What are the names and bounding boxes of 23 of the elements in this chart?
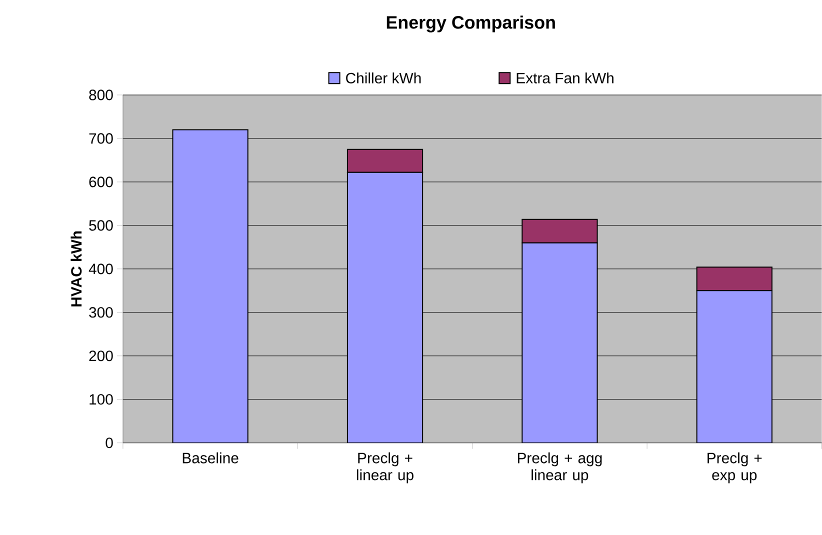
x-tick-label: Preclg + agg linear up bbox=[518, 452, 602, 484]
y-tick-label: 100 bbox=[90, 394, 113, 405]
legend-label: Extra Fan kWh bbox=[516, 72, 614, 84]
bar bbox=[172, 129, 248, 443]
y-tick-label: 0 bbox=[106, 438, 113, 448]
y-tick-label: 500 bbox=[89, 220, 113, 231]
chart-title: Energy Comparison bbox=[386, 16, 555, 32]
y-tick-label: 700 bbox=[89, 133, 113, 144]
bar bbox=[346, 172, 424, 443]
y-axis-title: HVAC kWh bbox=[70, 231, 82, 306]
bar bbox=[346, 148, 424, 173]
bar bbox=[522, 218, 598, 244]
legend-label: Chiller kWh bbox=[346, 72, 421, 84]
x-tick-label: Preclg + exp up bbox=[708, 452, 762, 484]
y-tick-label: 300 bbox=[89, 307, 113, 318]
y-tick-label: 600 bbox=[89, 176, 113, 188]
y-tick-label: 400 bbox=[88, 264, 113, 274]
x-tick-label: Preclg + linear up bbox=[356, 452, 414, 484]
bar bbox=[522, 242, 598, 443]
bar bbox=[696, 290, 772, 443]
x-tick-label: Baseline bbox=[182, 452, 238, 464]
y-tick-label: 200 bbox=[89, 350, 113, 362]
y-tick-label: 800 bbox=[89, 90, 113, 100]
